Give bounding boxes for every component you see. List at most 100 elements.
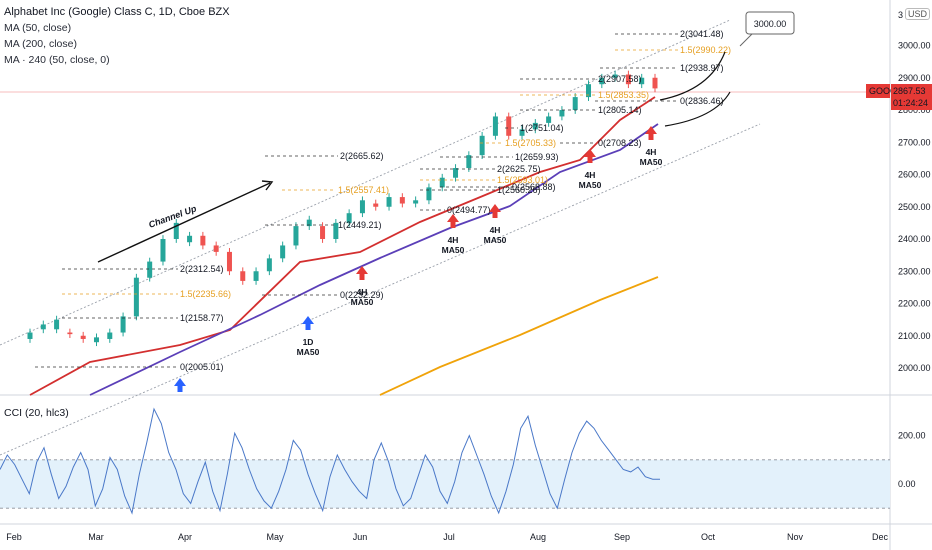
candle-body [479,135,485,156]
fib-level-label: 2(2907.58) [598,74,642,84]
fib-level-label: 1(2659.93) [515,152,559,162]
fib-level-label: 0(2232.29) [340,290,384,300]
candle-body [333,222,339,239]
price-tick-label: 2500.00 [898,202,931,212]
time-tick-label: Dec [872,532,889,542]
ma50-legend[interactable]: MA (50, close) [4,22,72,34]
projection-curve-upper [659,51,726,101]
countdown-label: 01:24:24 [893,98,928,108]
cci-legend[interactable]: CCI (20, hlc3) [4,407,69,419]
price-tick-label: 2100.00 [898,331,931,341]
candle-body [187,235,193,243]
ma-note-average: MA50 [579,180,602,190]
candle-body [453,168,459,178]
chart-title: Alphabet Inc (Google) Class C, 1D, Cboe … [4,6,230,18]
ma200-legend[interactable]: MA (200, close) [4,38,77,50]
ma240-legend[interactable]: MA · 240 (50, close, 0) [4,54,110,66]
channel-arrow [97,182,271,263]
price-tick-label: 2600.00 [898,170,931,180]
fib-level-label: 1(2938.97) [680,63,724,73]
price-tick-label: 2300.00 [898,266,931,276]
candle-body [439,177,445,188]
candle-body [200,235,206,246]
currency-label[interactable]: USD [905,8,931,20]
time-tick-label: Apr [178,532,192,542]
ma-note-timeframe: 4H [448,235,459,245]
price-tick-label: 2700.00 [898,137,931,147]
candle-body [67,332,73,335]
price-tick-label: 2000.00 [898,363,931,373]
candle-body [625,74,631,85]
time-tick-label: Jun [353,532,368,542]
candle-body [226,251,232,272]
last-price-badge [891,84,932,110]
target-callout-text: 3000.00 [754,19,787,29]
candle-body [240,271,246,281]
callout-pointer [739,33,753,47]
ma50-arrow [302,316,314,330]
candle-body [519,129,525,136]
candle-body [386,197,392,207]
candle-body [532,122,538,130]
candle-body [80,335,86,339]
candle-body [492,116,498,136]
ma-note-timeframe: 4H [646,147,657,157]
candle-body [612,74,618,78]
candle-body [266,258,272,272]
channel-arrow-head [261,180,274,191]
time-tick-label: Jul [443,532,455,542]
cci-tick-label: 0.00 [898,479,916,489]
fib-level-label: 2(2665.62) [340,151,384,161]
ma-note-average: MA50 [484,235,507,245]
candle-body [40,324,46,330]
ma50-arrow [584,149,596,163]
ma50-arrow [447,214,459,228]
fib-level-label: 0(2836.46) [680,96,724,106]
candle-body [173,222,179,239]
symbol-label: GOOG [869,86,897,96]
fib-level-label: 0(2568.88) [512,182,556,192]
symbol-badge [866,84,890,98]
fib-level-label: 1(2751.04) [520,123,564,133]
fib-level-label: 2(2312.54) [180,264,224,274]
candle-body [426,187,432,201]
fib-level-label: 1(2158.77) [180,313,224,323]
ma-note-timeframe: 4H [585,170,596,180]
time-tick-label: Sep [614,532,630,542]
candle-body [213,245,219,252]
ma-note-average: MA50 [297,347,320,357]
price-tick-label: 2200.00 [898,299,931,309]
candle-body [586,84,592,98]
candle-body [27,332,33,339]
candle-body [306,219,312,227]
channel-up-label: Channel Up [147,203,198,230]
projection-curve-lower [664,91,731,127]
ma-note-average: MA50 [351,297,374,307]
ma50-arrow [356,266,368,280]
fib-level-label: 1(2805.14) [598,105,642,115]
candle-body [373,203,379,207]
candle-body [639,77,645,85]
candle-body [280,245,286,259]
price-tick-label: 3000.00 [898,41,931,51]
ma-note-average: MA50 [640,157,663,167]
candle-body [293,226,299,246]
time-tick-label: May [266,532,284,542]
ma-note-timeframe: 4H [357,287,368,297]
fib-level-label: 2(3041.48) [680,29,724,39]
candle-body [93,337,99,343]
candle-body [559,110,565,117]
fib-level-label: 2(2625.75) [497,164,541,174]
fib-level-label: 1(2560.26) [497,185,541,195]
candle-body [359,200,365,214]
price-tick-label: 2900.00 [898,73,931,83]
last-price-label: 2867.53 [893,86,926,96]
fib-level-label: 1.5(2235.66) [180,289,231,299]
fib-level-label: 1.5(2705.33) [505,138,556,148]
candle-body [133,277,139,317]
fib-level-label: 0(2494.77) [447,205,491,215]
ma-note-average: MA50 [442,245,465,255]
candle-body [652,77,658,89]
time-tick-label: Nov [787,532,804,542]
